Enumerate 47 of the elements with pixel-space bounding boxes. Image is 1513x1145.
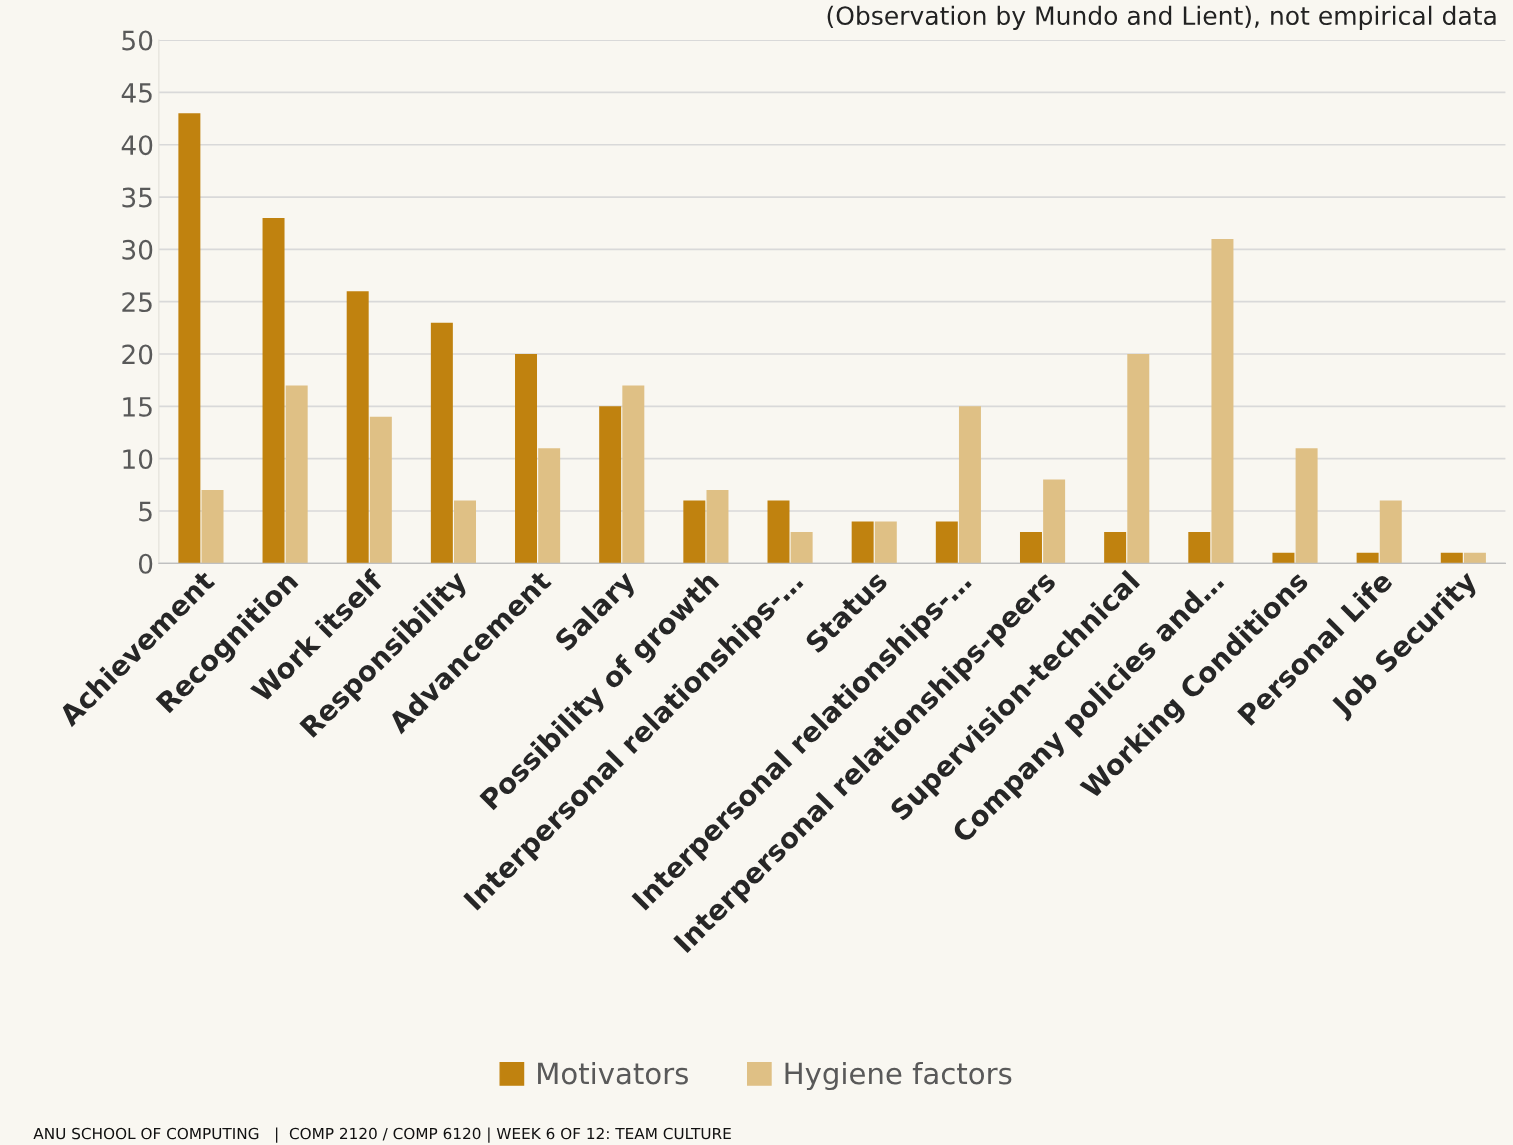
bar xyxy=(1379,500,1402,564)
bar xyxy=(369,416,392,564)
bar xyxy=(1440,552,1463,564)
y-tick-label: 10 xyxy=(123,449,153,470)
bar xyxy=(706,490,729,564)
legend-label: Hygiene factors xyxy=(785,1061,1012,1091)
bar xyxy=(1104,531,1127,564)
bar xyxy=(430,322,453,564)
bar xyxy=(958,406,981,564)
bar xyxy=(1295,448,1318,564)
bar xyxy=(1211,238,1234,564)
y-tick-label: 30 xyxy=(122,239,153,260)
y-tick-label: 45 xyxy=(121,83,152,103)
y-tick-label: 40 xyxy=(121,135,153,156)
bar xyxy=(599,406,622,564)
bar xyxy=(622,385,645,564)
bar xyxy=(178,113,201,564)
bar xyxy=(454,500,476,564)
text: ANU SCHOOL OF COMPUTING | COMP 2120 / COMP 6120 | WEEK 6 OF 12: TEAM CULTURE xyxy=(33,1127,731,1143)
bar xyxy=(515,354,538,564)
bar xyxy=(346,291,369,564)
legend-label: Motivators xyxy=(538,1061,688,1085)
bar xyxy=(874,521,897,564)
bar xyxy=(767,500,790,564)
bar xyxy=(851,521,874,564)
bar xyxy=(935,521,958,564)
bar xyxy=(1188,531,1211,564)
bar xyxy=(1272,552,1295,564)
bar xyxy=(790,531,813,564)
y-tick-label: 20 xyxy=(122,344,153,365)
y-tick-label: 50 xyxy=(122,30,153,51)
y-tick-label: 5 xyxy=(139,501,152,522)
y-tick-label: 35 xyxy=(122,187,152,208)
chart-subtitle: (Observation by Mundo and Lient), not empirical data xyxy=(827,5,1496,30)
bar xyxy=(285,385,308,564)
bar xyxy=(1019,531,1042,564)
bar xyxy=(262,217,285,564)
bar xyxy=(201,490,224,564)
bar xyxy=(538,448,561,564)
y-tick-label: 15 xyxy=(123,397,152,417)
bar xyxy=(1127,354,1150,564)
bar xyxy=(1356,552,1379,564)
bar xyxy=(1043,479,1066,564)
bar xyxy=(683,500,706,564)
bar xyxy=(1463,552,1486,564)
y-tick-label: 0 xyxy=(138,553,153,574)
y-tick-label: 25 xyxy=(122,292,152,313)
